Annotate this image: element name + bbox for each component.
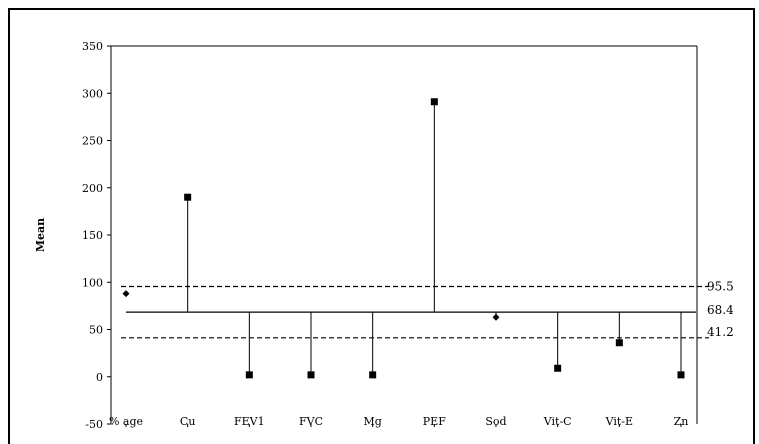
data-point — [554, 364, 562, 372]
y-tick-label: 50 — [89, 324, 103, 337]
lower-limit-label: 41.2 — [707, 325, 734, 339]
y-tick-label: 100 — [82, 276, 103, 289]
axes — [107, 45, 698, 427]
upper-limit-label: 95.5 — [707, 280, 734, 294]
data-point — [245, 371, 253, 379]
x-tick-label: FEV1 — [234, 415, 265, 428]
y-tick-label: 350 — [82, 40, 103, 53]
y-tick-label: 0 — [96, 371, 103, 384]
y-tick-label: 150 — [82, 229, 103, 242]
data-point — [430, 98, 438, 106]
data-point — [369, 371, 377, 379]
y-axis-title: Mean — [34, 218, 47, 252]
y-tick-label: 300 — [82, 87, 103, 100]
x-tick-label: Vit-C — [543, 415, 572, 428]
data-marks — [122, 98, 685, 379]
x-tick-label: PEF — [423, 415, 446, 428]
x-tick-label: FVC — [299, 415, 323, 428]
data-point — [307, 371, 315, 379]
x-tick-label: Zn — [674, 415, 689, 428]
data-point — [677, 371, 685, 379]
reference-lines — [121, 285, 709, 339]
y-tick-label: -50 — [85, 418, 103, 431]
y-tick-label: 200 — [82, 182, 103, 195]
data-point — [615, 339, 623, 347]
y-tick-label: 250 — [82, 135, 103, 148]
x-tick-label: Sod — [485, 415, 506, 428]
data-point — [184, 193, 192, 201]
data-point — [492, 313, 500, 321]
x-tick-label: Cu — [180, 415, 196, 428]
center-line-label: 68.4 — [707, 303, 734, 317]
x-tick-label: % age — [109, 415, 143, 428]
chart-frame — [8, 8, 755, 444]
labels: -50 0 50 100 150 200 250 300 350 Mean % age Cu FEV1 F… — [34, 40, 734, 431]
x-tick-label: Mg — [364, 415, 382, 428]
x-tick-label: Vit-E — [605, 415, 633, 428]
data-point — [122, 290, 130, 298]
